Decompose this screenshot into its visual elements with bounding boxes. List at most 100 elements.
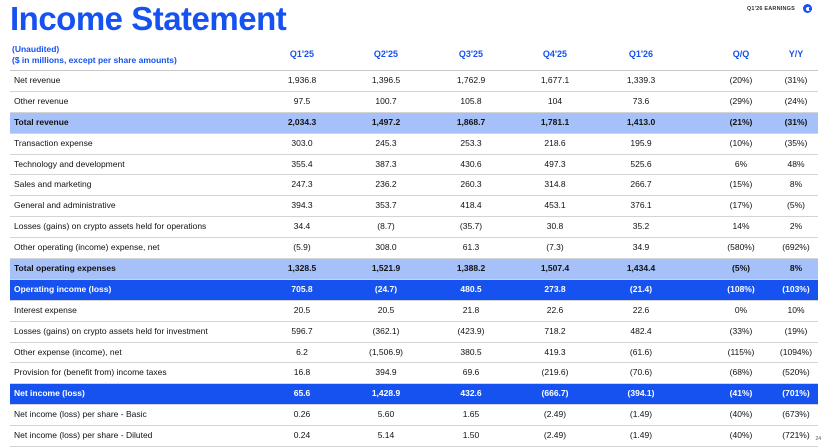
- table-cell: (5.9): [293, 242, 311, 253]
- column-header-q1-26: Q1'26: [628, 49, 654, 59]
- table-cell: 376.1: [630, 200, 652, 211]
- table-cell: (423.9): [457, 325, 485, 336]
- table-cell: 1,868.7: [456, 116, 486, 127]
- table-cell: 1,497.2: [371, 116, 401, 127]
- earnings-label: Q1'26 EARNINGS: [746, 5, 795, 12]
- table-cell: 418.4: [460, 200, 482, 211]
- table-cell: (29%): [729, 95, 753, 106]
- table-cell: 260.3: [460, 179, 482, 190]
- table-cell: 0%: [734, 304, 748, 315]
- table-cell: 21.8: [462, 304, 480, 315]
- table-cell: 97.5: [293, 95, 311, 106]
- table-cell: 22.6: [546, 304, 564, 315]
- table-cell: 1,396.5: [371, 75, 401, 85]
- table-cell: 14%: [732, 221, 750, 232]
- row-label: Sales and marketing: [14, 179, 92, 190]
- table-cell: 16.8: [293, 367, 311, 378]
- table-cell: (31%): [784, 116, 808, 127]
- table-cell: (19%): [784, 325, 808, 336]
- row-label: Losses (gains) on crypto assets held for…: [14, 221, 207, 232]
- table-cell: (15%): [729, 179, 753, 190]
- table-row: Technology and development 355.4 387.3 430.…: [10, 155, 818, 176]
- table-cell: (68%): [729, 367, 753, 378]
- row-label: General and administrative: [14, 200, 116, 211]
- table-cell: (24.7): [374, 283, 398, 294]
- table-cell: 1,434.4: [626, 263, 656, 274]
- row-label: Total operating expenses: [14, 263, 116, 274]
- table-cell: 1.50: [462, 430, 480, 441]
- table-cell: 1,762.9: [456, 75, 486, 85]
- table-cell: 6.2: [296, 346, 308, 357]
- row-label: Operating income (loss): [14, 283, 112, 294]
- table-cell: (108%): [727, 283, 755, 294]
- table-cell: (1.49): [629, 430, 653, 441]
- table-cell: 482.4: [630, 325, 652, 336]
- table-cell: 34.9: [632, 242, 650, 253]
- table-cell: 525.6: [630, 158, 652, 169]
- table-cell: 394.3: [291, 200, 313, 211]
- table-cell: 10%: [787, 304, 805, 315]
- table-cell: (41%): [729, 388, 753, 399]
- table-cell: 105.8: [460, 95, 482, 106]
- table-cell: 1,521.9: [371, 263, 401, 274]
- table-cell: 1.65: [462, 409, 480, 420]
- row-label: Net revenue: [14, 75, 61, 85]
- table-row: Net income (loss) per share - Basic 0.26 5…: [10, 405, 818, 427]
- page-number: 24: [815, 436, 821, 442]
- table-cell: (1,506.9): [368, 346, 404, 357]
- table-cell: 100.7: [375, 95, 397, 106]
- table-cell: 2%: [789, 221, 803, 232]
- table-cell: 1,428.9: [371, 388, 401, 399]
- column-header-qoq: Q/Q: [732, 49, 750, 59]
- table-row: Losses (gains) on crypto assets held for…: [10, 322, 818, 343]
- table-cell: 6%: [734, 158, 748, 169]
- table-cell: (394.1): [627, 388, 655, 399]
- table-cell: (673%): [782, 409, 810, 420]
- table-cell: (35.7): [459, 221, 483, 232]
- column-header-q4-25: Q4'25: [542, 49, 568, 59]
- table-row: Losses (gains) on crypto assets held for…: [10, 217, 818, 239]
- table-cell: (40%): [729, 409, 753, 420]
- row-label: Provision for (benefit from) income taxe…: [14, 367, 167, 378]
- table-cell: 432.6: [460, 388, 482, 399]
- table-cell: (219.6): [541, 367, 569, 378]
- table-cell: 245.3: [375, 137, 397, 148]
- table-cell: 718.2: [544, 325, 566, 336]
- table-cell: (61.6): [629, 346, 653, 357]
- units-label: ($ in millions, except per share amounts…: [12, 55, 177, 65]
- table-cell: (33%): [729, 325, 753, 336]
- table-cell: (103%): [782, 283, 810, 294]
- table-cell: 5.14: [377, 430, 395, 441]
- table-cell: 2,034.3: [287, 116, 317, 127]
- table-cell: 218.6: [544, 137, 566, 148]
- column-header-q2-25: Q2'25: [373, 49, 399, 59]
- table-cell: 35.2: [632, 221, 650, 232]
- top-right-branding: Q1'26 EARNINGS: [747, 4, 812, 13]
- table-cell: 497.3: [544, 158, 566, 169]
- unaudited-label: (Unaudited): [12, 44, 60, 54]
- table-row: Operating income (loss) 705.8 (24.7) 480.5 2…: [10, 279, 818, 301]
- table-header: (Unaudited) ($ in millions, except per s…: [10, 42, 818, 71]
- table-cell: 195.9: [630, 137, 652, 148]
- table-cell: (666.7): [541, 388, 569, 399]
- row-label: Transaction expense: [14, 137, 93, 148]
- coinbase-logo-icon: [803, 4, 812, 13]
- table-cell: 236.2: [375, 179, 397, 190]
- table-cell: 303.0: [291, 137, 313, 148]
- income-statement-table: Net revenue 1,936.8 1,396.5 1,762.9 1,677.1 1…: [10, 71, 818, 447]
- table-cell: (21%): [729, 116, 753, 127]
- table-row: Provision for (benefit from) income taxe…: [10, 363, 818, 385]
- table-cell: (2.49): [543, 409, 567, 420]
- table-row: Sales and marketing 247.3 236.2 260.3 314.8 2…: [10, 175, 818, 197]
- table-row: Other expense (income), net 6.2 (1,506.9) 3…: [10, 343, 818, 364]
- table-cell: 705.8: [291, 283, 313, 294]
- table-cell: 387.3: [375, 158, 397, 169]
- table-cell: 69.6: [462, 367, 480, 378]
- row-label: Net income (loss): [14, 388, 85, 399]
- table-cell: 1,413.0: [626, 116, 656, 127]
- table-cell: 0.24: [293, 430, 311, 441]
- table-cell: (20%): [729, 75, 753, 85]
- table-row: Interest expense 20.5 20.5 21.8 22.6 22.6 0% 10…: [10, 301, 818, 322]
- table-row: Total revenue 2,034.3 1,497.2 1,868.7 1,781.…: [10, 112, 818, 134]
- table-cell: 1,339.3: [626, 75, 656, 85]
